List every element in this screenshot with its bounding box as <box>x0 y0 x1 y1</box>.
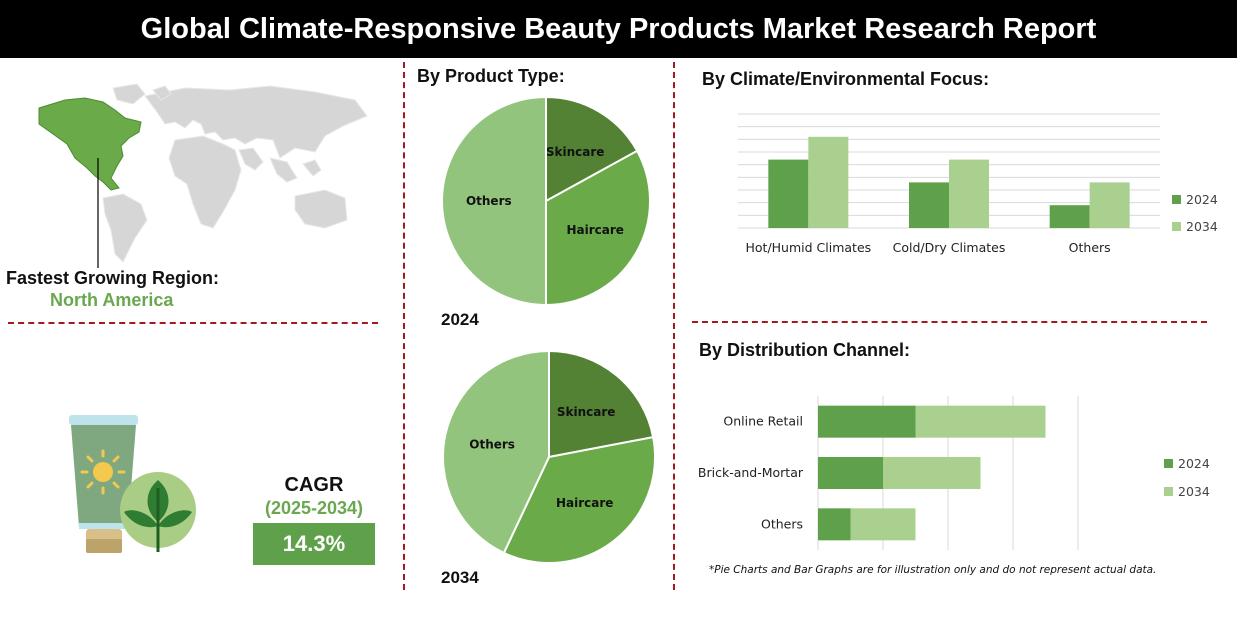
world-map-icon <box>38 83 368 268</box>
distribution-bar-chart: Online Retail Brick-and-Mortar Others 2024 2… <box>698 396 1210 550</box>
pie-slice-haircare <box>502 435 656 564</box>
pie-year-2034: 2034 <box>441 568 479 587</box>
category-label-online-retail: Online Retail <box>723 414 803 429</box>
pie-label-haircare: Haircare <box>556 496 613 510</box>
divider-charts <box>692 321 1207 323</box>
pie-label-skincare: Skincare <box>557 405 616 419</box>
pie-label-haircare: Haircare <box>567 223 624 237</box>
legend-label-2024: 2024 <box>1186 192 1218 207</box>
leaf-plant-icon <box>120 472 196 552</box>
pie-slice-others <box>442 349 550 555</box>
bar-others-2034 <box>850 508 916 541</box>
pie-year-2024: 2024 <box>441 310 479 329</box>
report-title: Global Climate-Responsive Beauty Product… <box>0 0 1237 58</box>
bar-brick-and-mortar-2034 <box>883 457 981 489</box>
pie-label-others: Others <box>469 437 515 451</box>
category-label-brick-and-mortar: Brick-and-Mortar <box>698 465 804 480</box>
bar-others-2024 <box>818 508 851 541</box>
legend-swatch-2034 <box>1172 222 1181 231</box>
bar-hot-humid-climates-2024 <box>768 159 809 228</box>
fastest-region-value: North America <box>50 290 174 310</box>
category-label-cold-dry-climates: Cold/Dry Climates <box>893 240 1006 255</box>
sunscreen-tube-icon <box>69 415 138 553</box>
category-label-hot-humid-climates: Hot/Humid Climates <box>746 240 872 255</box>
bar-others-2024 <box>1049 205 1090 228</box>
legend-swatch-2024 <box>1172 195 1181 204</box>
pie-slice-haircare <box>545 149 651 307</box>
legend-swatch-2034 <box>1164 487 1173 496</box>
legend-label-2024: 2024 <box>1178 456 1210 471</box>
pie-label-skincare: Skincare <box>546 145 605 159</box>
cagr-period: (2025-2034) <box>264 498 364 518</box>
bar-brick-and-mortar-2024 <box>818 457 883 489</box>
fastest-region-label: Fastest Growing Region: <box>6 268 220 288</box>
bar-online-retail-2034 <box>915 405 1046 438</box>
bar-cold-dry-climates-2034 <box>949 159 989 228</box>
pie-label-others: Others <box>466 194 512 208</box>
climate-focus-title: By Climate/Environmental Focus: <box>702 69 990 89</box>
product-type-title: By Product Type: <box>417 66 565 86</box>
bar-cold-dry-climates-2024 <box>909 182 949 228</box>
legend-label-2034: 2034 <box>1186 219 1218 234</box>
distribution-channel-title: By Distribution Channel: <box>699 340 910 360</box>
climate-bar-chart: Hot/Humid Climates Cold/Dry Climates Other… <box>738 113 1218 255</box>
bar-hot-humid-climates-2034 <box>808 136 849 228</box>
pie-chart-2024: Skincare Haircare Others <box>441 95 651 307</box>
pie-slice-skincare <box>545 95 639 203</box>
bar-online-retail-2024 <box>818 405 916 438</box>
divider-right <box>673 62 675 590</box>
legend-label-2034: 2034 <box>1178 484 1210 499</box>
bar-others-2034 <box>1089 182 1130 228</box>
cagr-value: 14.3% <box>253 523 375 565</box>
category-label-others: Others <box>1069 240 1111 255</box>
legend-swatch-2024 <box>1164 459 1173 468</box>
divider-left <box>403 62 405 590</box>
category-label-others: Others <box>761 516 803 531</box>
pie-chart-2034: Skincare Haircare Others <box>442 349 656 564</box>
cagr-title: CAGR <box>284 474 344 496</box>
disclaimer-note: *Pie Charts and Bar Graphs are for illus… <box>709 564 1157 576</box>
sun-icon <box>80 449 126 495</box>
pie-slice-others <box>441 95 547 307</box>
pie-slice-skincare <box>548 349 655 459</box>
north-america-highlight <box>38 97 142 191</box>
divider-region <box>8 322 378 324</box>
